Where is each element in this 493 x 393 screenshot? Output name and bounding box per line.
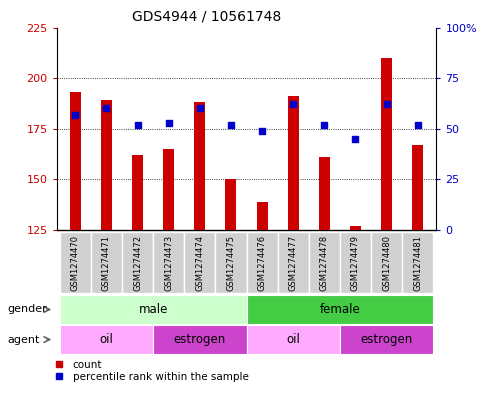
Text: GSM1274480: GSM1274480 — [382, 235, 391, 291]
Text: GSM1274479: GSM1274479 — [351, 235, 360, 291]
Bar — [350, 226, 361, 230]
Bar — [153, 232, 184, 293]
Bar — [60, 325, 153, 354]
Point — [383, 101, 390, 108]
Bar — [122, 232, 153, 293]
Text: GSM1274472: GSM1274472 — [133, 235, 142, 291]
Text: oil: oil — [286, 333, 300, 346]
Text: estrogen: estrogen — [360, 333, 413, 346]
Bar — [402, 232, 433, 293]
Text: male: male — [139, 303, 168, 316]
Bar — [340, 325, 433, 354]
Bar — [91, 232, 122, 293]
Bar — [246, 232, 278, 293]
Bar — [194, 103, 205, 230]
Bar — [309, 232, 340, 293]
Text: GSM1274481: GSM1274481 — [413, 235, 422, 291]
Point — [289, 101, 297, 108]
Point — [227, 121, 235, 128]
Bar — [163, 149, 174, 230]
Point — [258, 128, 266, 134]
Bar — [246, 325, 340, 354]
Bar — [101, 100, 112, 230]
Bar — [225, 179, 236, 230]
Legend: count, percentile rank within the sample: count, percentile rank within the sample — [45, 356, 253, 386]
Point — [320, 121, 328, 128]
Text: GDS4944 / 10561748: GDS4944 / 10561748 — [133, 10, 282, 24]
Bar — [60, 232, 91, 293]
Text: female: female — [319, 303, 360, 316]
Text: GSM1274473: GSM1274473 — [164, 235, 173, 291]
Bar — [412, 145, 423, 230]
Text: GSM1274474: GSM1274474 — [195, 235, 204, 291]
Text: GSM1274476: GSM1274476 — [257, 235, 267, 291]
Point — [165, 119, 173, 126]
Text: estrogen: estrogen — [174, 333, 226, 346]
Text: GSM1274477: GSM1274477 — [289, 235, 298, 291]
Bar — [70, 92, 81, 230]
Text: GSM1274475: GSM1274475 — [226, 235, 236, 291]
Point — [414, 121, 422, 128]
Point — [352, 136, 359, 142]
Text: GSM1274478: GSM1274478 — [320, 235, 329, 291]
Bar — [288, 96, 299, 230]
Bar — [153, 325, 246, 354]
Bar — [381, 58, 392, 230]
Bar — [132, 155, 143, 230]
Bar — [371, 232, 402, 293]
Point — [196, 105, 204, 112]
Text: gender: gender — [7, 305, 47, 314]
Bar — [257, 202, 268, 230]
Bar — [184, 232, 215, 293]
Point — [103, 105, 110, 112]
Text: oil: oil — [100, 333, 113, 346]
Bar — [278, 232, 309, 293]
Bar — [215, 232, 246, 293]
Text: GSM1274470: GSM1274470 — [71, 235, 80, 291]
Bar — [340, 232, 371, 293]
Bar — [246, 295, 433, 324]
Text: GSM1274471: GSM1274471 — [102, 235, 111, 291]
Bar — [60, 295, 246, 324]
Point — [71, 111, 79, 118]
Text: agent: agent — [7, 334, 40, 345]
Point — [134, 121, 141, 128]
Bar — [319, 157, 330, 230]
